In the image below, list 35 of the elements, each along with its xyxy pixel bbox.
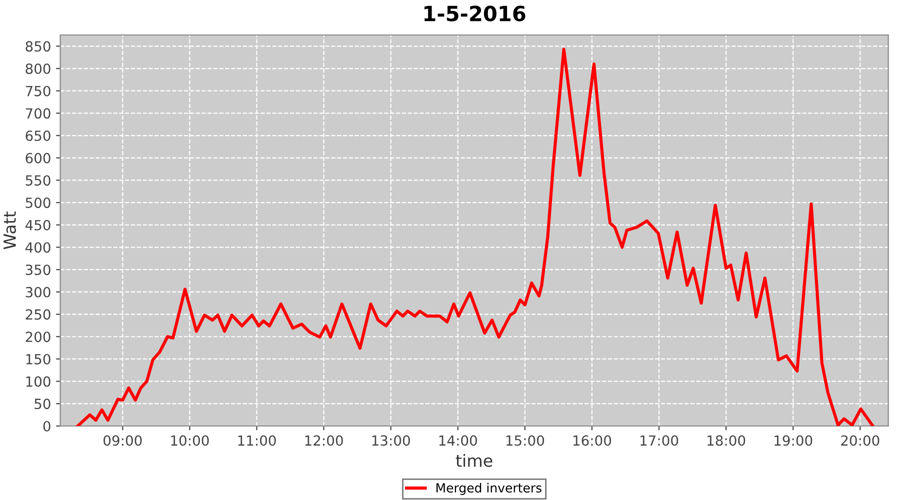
chart-title: 1-5-2016 [424,6,526,22]
y-tick-label: 500 [26,198,50,208]
x-tick-label: 13:00 [372,435,410,446]
x-tick-label: 10:00 [171,435,209,446]
y-tick-label: 350 [26,264,50,276]
y-tick-label: 400 [25,242,50,253]
legend-label: Merged inverters [436,482,542,496]
y-tick-label: 650 [26,130,50,142]
y-tick-label: 450 [25,220,50,230]
x-tick-label: 11:00 [238,435,276,446]
x-tick-label: 14:00 [439,435,477,446]
x-tick-label: 19:00 [774,435,812,446]
x-tick-label: 17:00 [640,435,678,446]
x-axis-title: time [456,454,492,467]
x-tick-label: 20:00 [841,435,880,446]
line-series [76,48,874,426]
y-tick-label: 50 [34,398,50,410]
y-tick-label: 200 [26,332,50,342]
x-tick-label: 12:00 [305,435,343,446]
y-tick-label: 250 [26,309,50,320]
y-tick-label: 700 [26,108,50,119]
x-tick-label: 18:00 [708,435,746,446]
y-tick-label: 600 [26,152,50,164]
y-tick-label: 750 [26,86,50,96]
y-tick-label: 0 [43,420,50,432]
y-tick-label: 150 [26,354,50,364]
y-tick-label: 550 [26,175,50,186]
x-tick-label: 16:00 [573,435,612,446]
x-tick-label: 15:00 [506,435,544,446]
x-tick-label: 09:00 [104,435,142,446]
y-tick-label: 850 [26,41,50,52]
y-tick-label: 300 [26,286,50,298]
y-axis-title: Watt [4,212,16,250]
y-tick-label: 800 [26,63,50,74]
y-tick-label: 100 [26,376,50,387]
